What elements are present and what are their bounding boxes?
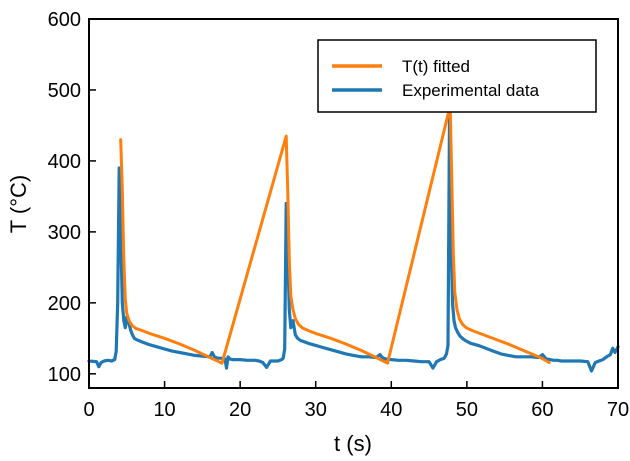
y-axis-ticks: 100 200 300 400 500 600 <box>48 9 96 386</box>
legend-label-fitted: T(t) fitted <box>402 57 470 76</box>
x-tick-label: 10 <box>153 399 175 421</box>
y-tick-label: 300 <box>48 222 81 244</box>
legend: T(t) fitted Experimental data <box>317 39 597 113</box>
y-tick-label: 400 <box>48 151 81 173</box>
x-axis-title: t (s) <box>334 431 372 456</box>
legend-label-experimental: Experimental data <box>402 81 540 100</box>
x-tick-label: 20 <box>229 399 251 421</box>
series-line-experimental <box>87 116 620 373</box>
x-tick-label: 60 <box>531 399 553 421</box>
legend-frame <box>317 39 597 113</box>
y-tick-label: 500 <box>48 80 81 102</box>
plot-frame <box>88 18 619 389</box>
x-tick-label: 40 <box>380 399 402 421</box>
x-tick-label: 70 <box>607 399 629 421</box>
x-tick-label: 30 <box>305 399 327 421</box>
series-line-fitted <box>119 104 551 365</box>
y-axis-title: T (°C) <box>6 175 31 234</box>
y-tick-label: 100 <box>48 364 81 386</box>
y-tick-label: 600 <box>48 9 81 31</box>
x-tick-label: 0 <box>83 399 94 421</box>
x-axis-ticks: 0 10 20 30 40 50 60 70 <box>83 381 629 421</box>
y-tick-label: 200 <box>48 293 81 315</box>
x-tick-label: 50 <box>456 399 478 421</box>
series-layer <box>87 104 620 373</box>
